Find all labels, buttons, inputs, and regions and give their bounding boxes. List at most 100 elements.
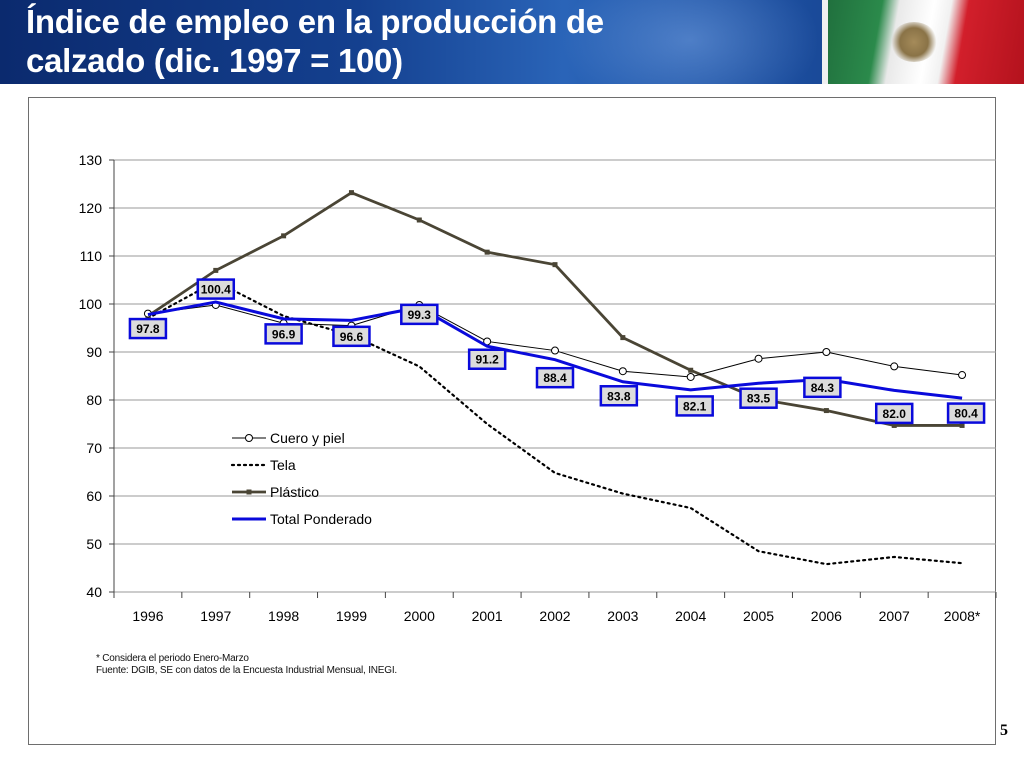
data-label-text: 84.3 <box>811 381 835 395</box>
data-label-text: 96.6 <box>340 330 364 344</box>
y-tick-label: 100 <box>79 296 103 312</box>
legend-label: Plástico <box>270 484 319 500</box>
point-plastico <box>281 233 287 239</box>
x-tick-label: 2007 <box>879 608 910 624</box>
footnote-source: Fuente: DGIB, SE con datos de la Encuest… <box>96 665 398 676</box>
data-label: 100.4 <box>196 278 236 300</box>
x-tick-label: 1998 <box>268 608 299 624</box>
data-label-box <box>874 402 914 425</box>
x-tick-label: 2005 <box>743 608 774 624</box>
legend: Cuero y piel Tela Plástico Total Ponderado <box>230 430 372 527</box>
y-tick-label: 90 <box>86 344 102 360</box>
x-tick-label: 2008* <box>944 608 981 624</box>
legend-marker <box>246 489 252 495</box>
data-label-box <box>675 395 714 417</box>
x-tick-label: 1999 <box>336 608 367 624</box>
point-plastico <box>823 408 829 414</box>
data-label-box <box>739 387 778 409</box>
point-cuero-y-piel <box>958 371 967 380</box>
axis-layer: 40 50 60 70 80 90 100 110 120 130 1996 1997 1998 1999… <box>79 152 997 624</box>
data-label-box <box>128 317 168 340</box>
legend-label: Tela <box>270 457 296 473</box>
data-label: 80.4 <box>946 402 986 424</box>
legend-label: Cuero y piel <box>270 430 345 446</box>
data-label-text: 96.9 <box>272 327 296 341</box>
data-label-layer: 97.8 100.4 96.9 96.6 99.3 91.2 88.4 83.8 82.1 83.… <box>128 278 986 425</box>
y-tick-label: 50 <box>86 536 102 552</box>
point-cuero-y-piel <box>551 346 559 355</box>
point-cuero-y-piel <box>822 348 831 356</box>
x-tick-label: 2003 <box>607 608 638 624</box>
y-tick-label: 80 <box>86 392 102 408</box>
data-label-box <box>400 303 439 326</box>
point-plastico <box>891 422 897 428</box>
y-tick-label: 40 <box>86 584 102 600</box>
data-label: 84.3 <box>803 376 842 399</box>
legend-item-total-ponderado: Total Ponderado <box>232 511 372 527</box>
data-label: 82.0 <box>874 402 914 425</box>
data-label-box <box>946 402 986 424</box>
data-label-box <box>332 325 371 348</box>
point-plastico <box>959 422 965 428</box>
point-plastico <box>620 335 626 341</box>
x-tick-label: 2001 <box>472 608 503 624</box>
point-plastico <box>348 190 354 196</box>
footnote-period: * Considera el periodo Enero-Marzo <box>96 653 249 664</box>
data-label-text: 97.8 <box>136 322 160 336</box>
data-label-box <box>599 385 639 407</box>
data-label: 83.5 <box>739 387 778 409</box>
y-tick-label: 110 <box>80 248 103 264</box>
point-plastico <box>688 367 694 373</box>
legend-label: Total Ponderado <box>270 511 372 527</box>
title-line-1: Índice de empleo en la producción de <box>26 3 604 40</box>
x-tick-label: 2002 <box>539 608 570 624</box>
data-label-text: 88.4 <box>543 371 567 385</box>
header-banner: Índice de empleo en la producción de cal… <box>0 0 1024 84</box>
series-line-tela <box>146 280 964 566</box>
data-label-box <box>535 366 575 389</box>
point-plastico <box>552 262 558 268</box>
data-label: 88.4 <box>535 366 575 389</box>
x-tick-label: 2004 <box>675 608 706 624</box>
y-tick-label: 60 <box>86 488 102 504</box>
title-line-2: calzado (dic. 1997 = 100) <box>26 42 403 79</box>
data-label-box <box>264 323 303 345</box>
data-label: 83.8 <box>599 385 639 407</box>
data-label-box <box>467 348 507 370</box>
x-tick-label: 2000 <box>404 608 435 624</box>
point-plastico <box>416 217 422 223</box>
series-layer <box>143 190 967 566</box>
data-label-text: 100.4 <box>201 283 231 297</box>
chart-frame <box>28 97 996 745</box>
point-plastico <box>484 249 490 255</box>
data-label-text: 82.1 <box>683 399 707 413</box>
point-plastico <box>213 267 219 273</box>
legend-item-tela: Tela <box>230 457 296 473</box>
data-label-text: 99.3 <box>408 308 432 322</box>
x-tick-label: 1997 <box>200 608 231 624</box>
point-cuero-y-piel <box>890 362 899 371</box>
data-label-box <box>803 376 842 399</box>
data-label-text: 82.0 <box>883 407 907 421</box>
y-tick-label: 130 <box>79 152 103 168</box>
data-label: 91.2 <box>467 348 507 370</box>
page-title: Índice de empleo en la producción de cal… <box>26 2 604 80</box>
point-cuero-y-piel <box>618 367 627 376</box>
data-label-text: 83.5 <box>747 392 771 406</box>
data-label-text: 80.4 <box>954 407 978 421</box>
grid-layer <box>114 159 996 593</box>
mexico-flag-image <box>822 0 1024 84</box>
flag-pole <box>822 0 828 84</box>
data-label: 96.9 <box>264 323 303 345</box>
data-label: 96.6 <box>332 325 371 348</box>
data-label-text: 91.2 <box>475 353 499 367</box>
data-label: 99.3 <box>400 303 439 326</box>
flag-emblem-icon <box>890 22 938 62</box>
legend-marker <box>245 434 253 442</box>
x-tick-label: 2006 <box>811 608 842 624</box>
point-cuero-y-piel <box>686 372 695 381</box>
data-label: 97.8 <box>128 317 168 340</box>
data-label-box <box>196 278 236 300</box>
data-label: 82.1 <box>675 395 714 417</box>
x-tick-label: 1996 <box>132 608 163 624</box>
